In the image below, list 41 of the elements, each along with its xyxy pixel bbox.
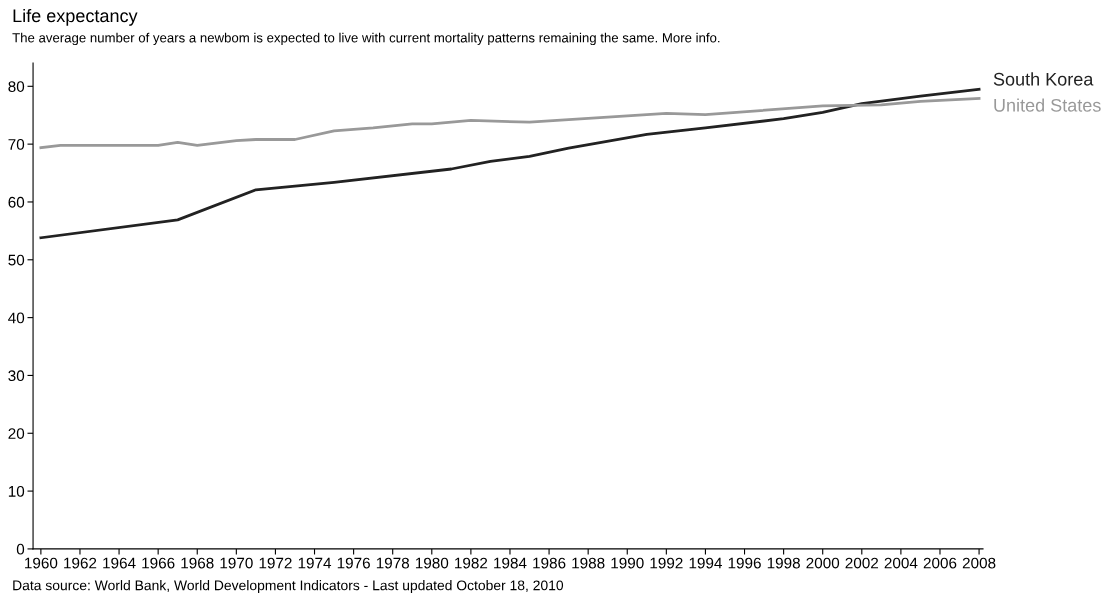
x-tick-label: 1976 [337,557,370,569]
chart-subtitle: The average number of years a newbom is expected to live with current mortality patterns remaining the same. More info. [12,32,720,46]
x-tick-label: 1982 [455,557,488,569]
x-tick-label: 1972 [259,557,292,569]
line-series [39,87,981,240]
x-tick-label: 1998 [767,557,800,569]
x-tick-label: 1994 [689,557,722,569]
x-tick-label: 2006 [923,557,957,569]
source-note: Data source: World Bank, World Development Indicators - Last updated October 18, 2010 [13,580,564,594]
x-tick-label: 1990 [611,557,644,569]
x-tick-label: 1968 [181,557,214,569]
series-label: South Korea [993,72,1094,86]
y-tick-label: 30 [8,370,25,382]
x-tick-label: 1964 [103,557,136,569]
y-tick-label: 20 [8,428,25,439]
x-tick-label: 1988 [572,557,605,569]
x-tick-label: 1962 [64,557,97,569]
y-tick-label: 50 [8,254,25,266]
y-tick-label: 40 [8,312,25,324]
y-tick-label: 60 [8,196,25,208]
x-tick-label: 1984 [494,557,527,569]
x-tick-label: 1996 [728,557,761,569]
x-tick-label: 2002 [845,557,879,569]
y-tick-label: 0 [16,543,25,555]
y-tick-label: 70 [8,139,25,150]
x-tick-label: 1970 [220,557,253,569]
x-tick-label: 1974 [298,557,332,569]
line-series [39,97,981,149]
y-tick-label: 10 [8,485,25,497]
x-tick-label: 2000 [806,557,840,569]
series-label: United States [994,98,1101,112]
x-tick-label: 2008 [962,557,996,569]
x-tick-label: 1978 [376,557,410,569]
x-tick-label: 2004 [884,557,918,569]
x-tick-label: 1966 [142,557,175,569]
x-tick-label: 1986 [533,557,566,569]
x-tick-label: 1960 [25,557,58,569]
chart-title: Life expectancy [13,8,138,26]
y-tick-label: 80 [8,81,25,92]
x-tick-label: 1980 [415,557,449,569]
x-tick-label: 1992 [650,557,683,569]
